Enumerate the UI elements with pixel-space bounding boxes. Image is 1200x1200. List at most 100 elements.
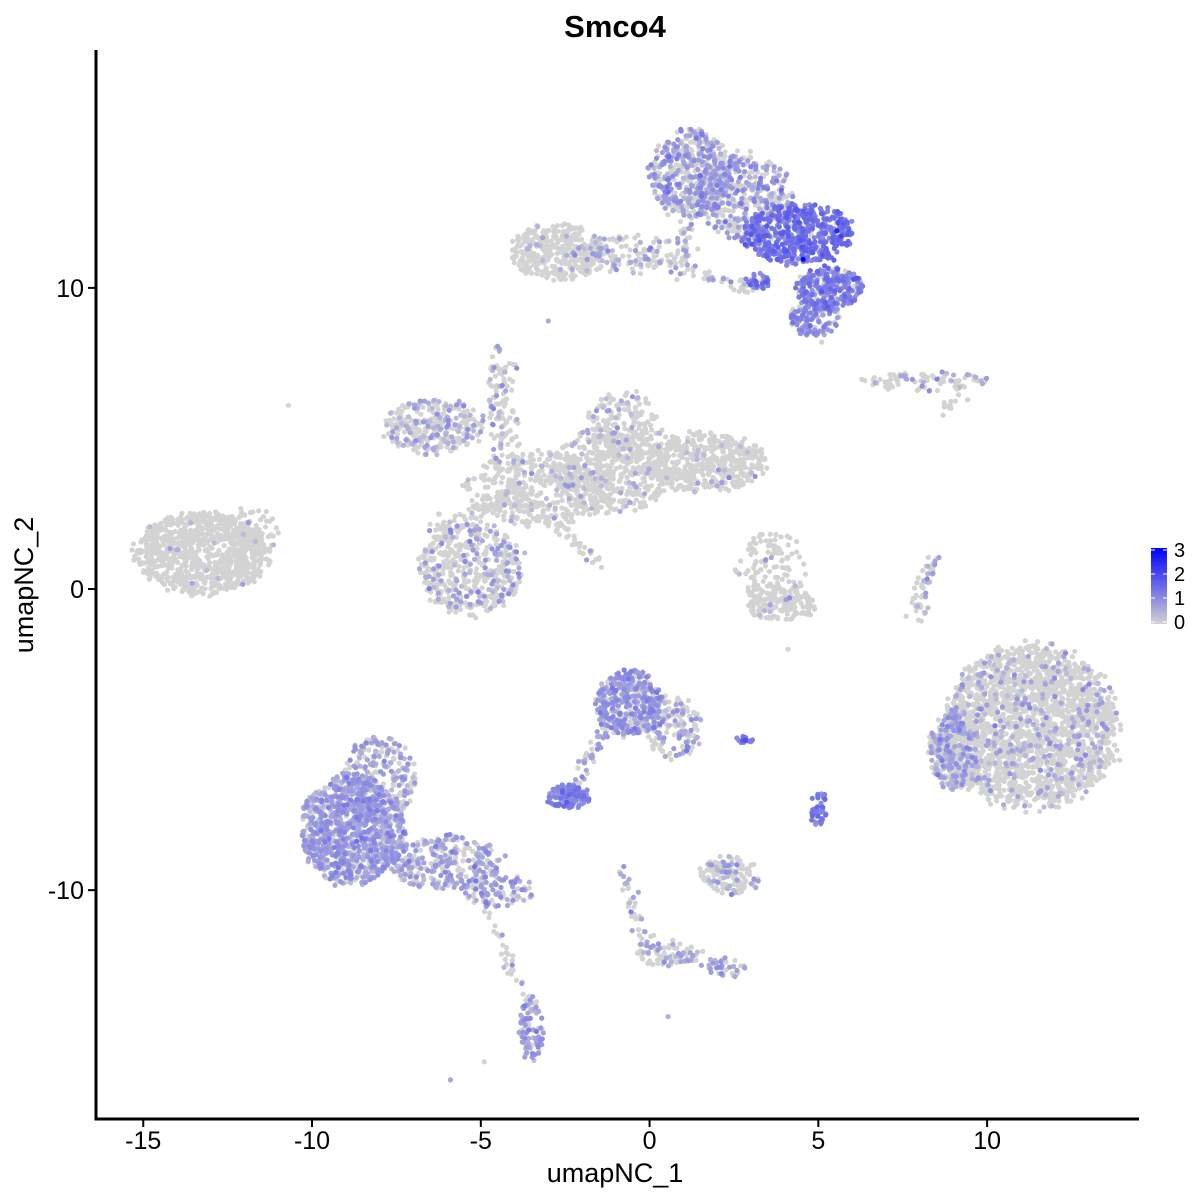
- cell-point: [266, 557, 272, 564]
- cell-point: [510, 591, 517, 597]
- cell-point: [592, 437, 598, 443]
- cell-point: [779, 557, 786, 563]
- cell-point: [664, 253, 670, 259]
- cell-point: [559, 505, 565, 511]
- cell-point: [448, 565, 454, 571]
- cell-point: [751, 584, 758, 590]
- cell-point: [726, 487, 732, 494]
- cell-point: [552, 268, 558, 274]
- cell-point: [215, 566, 221, 572]
- cell-point: [608, 505, 614, 511]
- cell-point: [1023, 809, 1029, 815]
- cell-point: [245, 570, 251, 576]
- cell-point: [610, 497, 617, 503]
- cell-point: [421, 554, 427, 560]
- cell-point: [204, 539, 210, 546]
- cell-point: [656, 462, 662, 468]
- cell-point: [265, 534, 271, 540]
- cell-point: [778, 534, 784, 540]
- cell-point: [263, 518, 269, 524]
- cell-point: [600, 418, 607, 424]
- cell-point: [608, 463, 614, 469]
- cell-point: [603, 440, 609, 446]
- cell-point: [648, 436, 654, 442]
- cell-point: [544, 274, 550, 281]
- cell-point: [513, 585, 519, 592]
- cell-point: [243, 525, 249, 532]
- cell-point: [637, 481, 644, 487]
- cell-point: [523, 502, 529, 508]
- cell-point: [488, 431, 494, 437]
- cell-point: [150, 528, 156, 534]
- cell-point: [138, 539, 144, 545]
- cell-point: [790, 601, 796, 608]
- cell-point: [705, 445, 711, 451]
- cell-point: [457, 606, 464, 613]
- cell-point: [785, 565, 791, 571]
- cell-point: [558, 492, 565, 498]
- cell-point: [782, 572, 788, 578]
- cell-point: [427, 555, 433, 561]
- cell-point: [686, 428, 693, 435]
- cell-point: [794, 589, 800, 595]
- cell-point: [540, 507, 547, 513]
- cell-point: [757, 531, 764, 537]
- cell-point: [469, 498, 475, 504]
- cell-point: [549, 252, 555, 258]
- cell-point: [233, 572, 239, 578]
- cell-point: [146, 576, 152, 582]
- cell-point: [171, 552, 177, 558]
- cell-point: [249, 552, 255, 558]
- cell-point: [573, 506, 579, 513]
- cell-point: [606, 417, 612, 423]
- cell-point: [208, 586, 214, 592]
- cell-point: [245, 538, 251, 544]
- cell-point: [188, 545, 194, 551]
- cell-point: [789, 615, 795, 622]
- cell-point: [193, 554, 199, 560]
- cell-point: [751, 574, 757, 580]
- cell-point: [669, 484, 675, 490]
- cell-point: [178, 534, 184, 540]
- cell-point: [798, 600, 804, 606]
- cell-point: [766, 568, 773, 575]
- cell-point: [538, 490, 544, 496]
- cell-point: [411, 447, 417, 453]
- cell-point: [783, 616, 789, 622]
- cell-point: [620, 253, 626, 259]
- cell-point: [461, 565, 467, 571]
- cell-point: [543, 270, 550, 276]
- cell-point: [530, 457, 536, 463]
- cell-point: [675, 248, 681, 254]
- cell-point: [730, 208, 736, 214]
- cell-point: [572, 487, 579, 494]
- cell-point: [178, 527, 184, 533]
- cell-point: [423, 570, 429, 576]
- cell-point: [871, 375, 878, 381]
- cell-point: [175, 570, 181, 576]
- cell-point: [693, 462, 699, 469]
- cell-point: [513, 245, 519, 251]
- cell-point: [732, 567, 738, 573]
- cell-point: [542, 482, 548, 489]
- cell-point: [675, 468, 681, 474]
- cell-point: [670, 471, 676, 478]
- cell-point: [430, 540, 436, 546]
- cell-point: [225, 534, 231, 540]
- cell-point: [184, 570, 191, 577]
- cell-point: [251, 563, 257, 569]
- cell-point: [532, 462, 538, 469]
- cell-point: [529, 452, 535, 458]
- cell-point: [720, 213, 726, 219]
- cell-point: [700, 472, 706, 478]
- cell-point: [750, 539, 757, 545]
- cell-point: [564, 442, 570, 448]
- cell-point: [476, 531, 482, 537]
- cell-point: [592, 443, 598, 449]
- cell-point: [541, 472, 547, 478]
- cell-point: [192, 590, 198, 596]
- cell-point: [574, 458, 580, 464]
- cell-point: [623, 243, 629, 249]
- cell-point: [632, 507, 638, 513]
